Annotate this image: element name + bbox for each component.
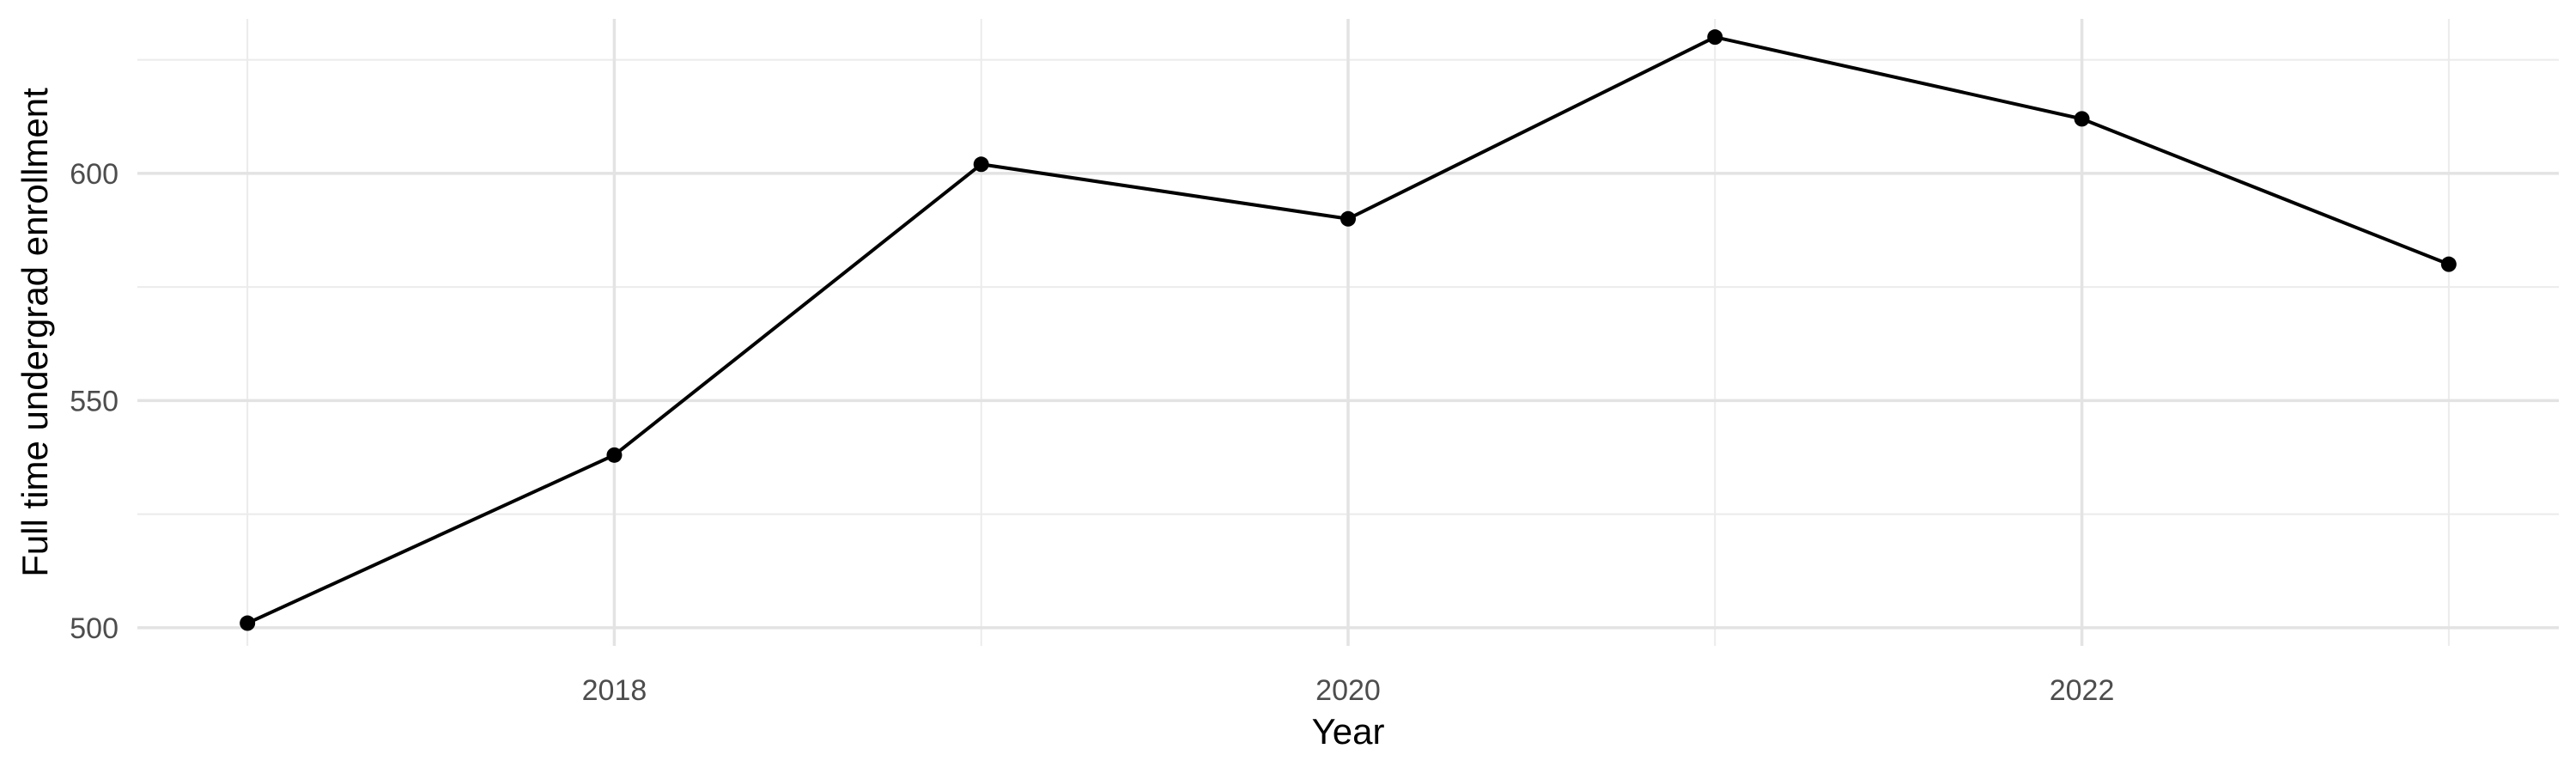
data-points (240, 29, 2457, 631)
y-axis-tick-labels: 500 550 600 (70, 158, 118, 645)
data-point (2074, 111, 2090, 127)
x-axis-title: Year (1312, 711, 1385, 752)
data-point (606, 447, 623, 463)
y-tick-label: 550 (70, 385, 118, 417)
y-axis-title: Full time undergrad enrollment (15, 88, 55, 577)
data-point (2440, 256, 2457, 272)
data-point (1340, 210, 1356, 227)
x-tick-label: 2022 (2050, 674, 2115, 707)
y-tick-label: 600 (70, 158, 118, 191)
y-tick-label: 500 (70, 612, 118, 645)
major-gridlines (137, 19, 2559, 646)
data-point (240, 615, 256, 631)
data-point (1707, 29, 1723, 46)
x-axis-tick-labels: 2018 2020 2022 (582, 674, 2115, 707)
x-tick-label: 2018 (582, 674, 647, 707)
x-tick-label: 2020 (1315, 674, 1381, 707)
data-point (973, 156, 989, 173)
